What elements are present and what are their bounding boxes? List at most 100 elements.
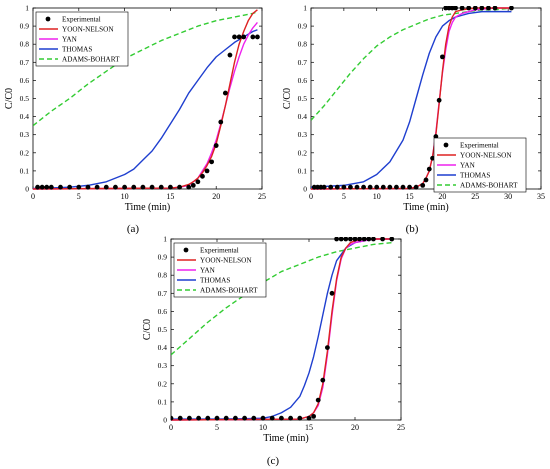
x-tick-label: 5 bbox=[342, 192, 346, 201]
x-axis-label: Time (min) bbox=[403, 202, 448, 213]
data-point-experimental bbox=[242, 415, 248, 421]
data-point-experimental bbox=[486, 6, 491, 11]
chart-panel-2: 0 5 10 15 20 25 30 35 0 0.1 0.2 0.3 0.4 0.5 0.6 0.7 0.8 0… bbox=[282, 4, 545, 214]
series-line-adams-bohart bbox=[311, 7, 512, 121]
data-point-experimental bbox=[509, 6, 514, 11]
data-point-experimental bbox=[279, 415, 284, 421]
data-point-experimental bbox=[334, 237, 339, 242]
legend-label: YAN bbox=[62, 36, 78, 44]
y-tick-label: 0.9 bbox=[20, 22, 30, 31]
data-point-experimental bbox=[472, 6, 478, 11]
data-point-experimental bbox=[171, 415, 174, 421]
data-point-experimental bbox=[361, 184, 366, 190]
y-tick-label: 0.3 bbox=[20, 130, 30, 139]
data-point-experimental bbox=[407, 184, 412, 190]
data-point-experimental bbox=[338, 237, 344, 242]
x-tick-label: 25 bbox=[471, 192, 479, 201]
y-tick-label: 0.8 bbox=[158, 271, 168, 280]
panel-caption: (a) bbox=[127, 223, 140, 235]
data-point-experimental bbox=[260, 415, 266, 421]
legend: Experimental YOON-NELSON YAN THOMAS ADAMS-BO… bbox=[35, 11, 129, 67]
data-point-experimental bbox=[321, 184, 327, 190]
data-point-experimental bbox=[223, 415, 229, 421]
data-point-experimental bbox=[374, 184, 380, 190]
x-tick-label: 15 bbox=[305, 423, 313, 432]
y-tick-label: 0.5 bbox=[158, 325, 168, 334]
legend: Experimental YOON-NELSON YAN THOMAS ADAMS-BO… bbox=[433, 137, 527, 193]
y-tick-label: 0.7 bbox=[158, 289, 168, 298]
x-tick-label: 20 bbox=[351, 423, 359, 432]
y-tick-label: 0.4 bbox=[20, 112, 30, 121]
data-point-experimental bbox=[366, 237, 372, 242]
data-point-experimental bbox=[341, 184, 347, 190]
data-point-experimental bbox=[204, 168, 210, 174]
data-point-experimental bbox=[371, 237, 376, 242]
legend-marker-experimental bbox=[443, 142, 449, 148]
data-point-experimental bbox=[426, 166, 432, 172]
data-point-experimental bbox=[200, 173, 205, 179]
data-point-experimental bbox=[436, 97, 442, 103]
data-point-experimental bbox=[320, 377, 326, 383]
y-tick-label: 0.4 bbox=[298, 112, 308, 121]
data-point-experimental bbox=[214, 415, 220, 421]
data-point-experimental bbox=[288, 415, 293, 421]
y-tick-label: 0.9 bbox=[298, 22, 308, 31]
y-tick-label: 0.2 bbox=[298, 148, 308, 157]
x-tick-label: 0 bbox=[31, 192, 35, 201]
x-tick-label: 0 bbox=[309, 192, 313, 201]
y-tick-label: 0.5 bbox=[298, 94, 308, 103]
x-axis-label: Time (min) bbox=[125, 202, 170, 213]
data-point-experimental bbox=[354, 184, 360, 190]
series-line-adams-bohart bbox=[33, 10, 258, 127]
data-point-experimental bbox=[348, 184, 353, 190]
data-point-experimental bbox=[233, 415, 238, 421]
x-tick-label: 25 bbox=[258, 192, 266, 201]
y-tick-label: 0.7 bbox=[20, 58, 30, 67]
data-point-experimental bbox=[58, 184, 63, 190]
x-tick-label: 0 bbox=[169, 423, 173, 432]
data-point-experimental bbox=[329, 290, 335, 296]
y-tick-label: 0 bbox=[303, 185, 307, 194]
data-point-experimental bbox=[236, 34, 242, 40]
data-point-experimental bbox=[85, 184, 91, 190]
panel-caption: (b) bbox=[406, 223, 419, 235]
legend-label: THOMAS bbox=[62, 46, 92, 54]
data-point-experimental bbox=[205, 415, 211, 421]
data-point-experimental bbox=[440, 54, 445, 60]
data-point-experimental bbox=[423, 177, 429, 183]
data-point-experimental bbox=[269, 415, 275, 421]
y-tick-label: 0.2 bbox=[20, 148, 30, 157]
data-point-experimental bbox=[380, 237, 385, 242]
panel-caption: (c) bbox=[267, 455, 280, 467]
data-point-experimental bbox=[466, 6, 472, 11]
series-line-thomas bbox=[33, 29, 258, 190]
y-tick-label: 0.1 bbox=[298, 166, 308, 175]
y-tick-label: 0.6 bbox=[158, 307, 168, 316]
data-point-experimental bbox=[352, 237, 358, 242]
data-point-experimental bbox=[177, 184, 182, 190]
data-point-experimental bbox=[48, 184, 54, 190]
data-point-experimental bbox=[241, 34, 247, 40]
y-tick-label: 0.8 bbox=[20, 40, 30, 49]
data-point-experimental bbox=[367, 184, 373, 190]
data-point-experimental bbox=[44, 184, 50, 190]
data-point-experimental bbox=[187, 415, 192, 421]
legend-label: Experimental bbox=[460, 142, 499, 150]
legend-label: ADAMS-BOHART bbox=[460, 182, 518, 190]
legend-label: Experimental bbox=[62, 16, 101, 24]
legend-label: YAN bbox=[460, 162, 476, 170]
data-point-experimental bbox=[222, 90, 228, 96]
x-tick-label: 10 bbox=[121, 192, 129, 201]
data-point-experimental bbox=[334, 184, 340, 190]
data-point-experimental bbox=[213, 143, 219, 148]
data-point-experimental bbox=[325, 345, 330, 350]
y-tick-label: 1 bbox=[163, 235, 167, 244]
data-point-experimental bbox=[140, 184, 146, 190]
data-point-experimental bbox=[343, 237, 349, 242]
data-point-experimental bbox=[380, 184, 386, 190]
data-point-experimental bbox=[311, 413, 316, 419]
y-tick-label: 0.6 bbox=[20, 76, 30, 85]
legend-label: YOON-NELSON bbox=[460, 152, 512, 160]
x-tick-label: 10 bbox=[373, 192, 381, 201]
data-point-experimental bbox=[311, 184, 317, 190]
